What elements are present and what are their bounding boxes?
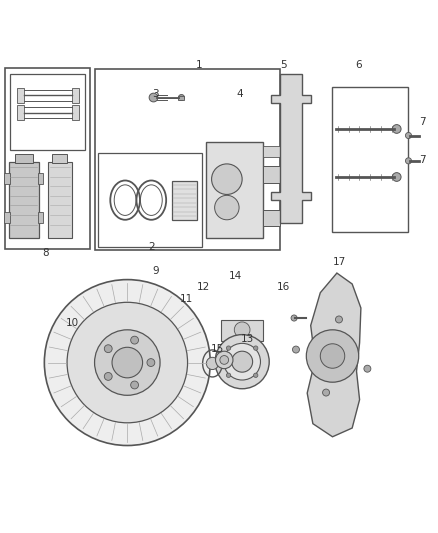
Text: 17: 17 xyxy=(332,257,346,267)
Circle shape xyxy=(215,351,233,369)
Bar xyxy=(52,154,67,163)
Text: 14: 14 xyxy=(229,271,242,281)
Circle shape xyxy=(67,302,187,423)
Circle shape xyxy=(306,330,359,382)
Bar xyxy=(206,142,263,238)
Circle shape xyxy=(364,365,371,372)
Circle shape xyxy=(392,125,401,133)
Circle shape xyxy=(44,280,210,446)
Circle shape xyxy=(232,351,253,372)
Bar xyxy=(71,105,78,120)
Text: 1: 1 xyxy=(196,60,203,70)
Bar xyxy=(48,161,72,238)
Circle shape xyxy=(215,335,269,389)
Circle shape xyxy=(320,344,345,368)
Circle shape xyxy=(220,356,229,364)
Bar xyxy=(38,212,43,223)
Text: 12: 12 xyxy=(197,282,210,293)
Polygon shape xyxy=(272,74,311,223)
Circle shape xyxy=(322,389,329,396)
Circle shape xyxy=(226,346,231,350)
Circle shape xyxy=(226,373,231,377)
Circle shape xyxy=(95,330,160,395)
Text: 5: 5 xyxy=(280,60,287,70)
Bar xyxy=(17,105,24,120)
Bar xyxy=(4,212,10,223)
Bar xyxy=(172,181,197,220)
Circle shape xyxy=(224,343,261,380)
Circle shape xyxy=(291,315,297,321)
Text: 7: 7 xyxy=(419,155,425,165)
Text: 10: 10 xyxy=(66,318,79,328)
Bar xyxy=(263,166,280,183)
Bar xyxy=(11,74,85,150)
Text: 16: 16 xyxy=(276,282,290,293)
Bar xyxy=(38,173,43,183)
Circle shape xyxy=(112,348,143,378)
Circle shape xyxy=(149,93,158,102)
Bar xyxy=(5,68,90,249)
Circle shape xyxy=(392,173,401,181)
Bar xyxy=(95,69,280,251)
Polygon shape xyxy=(307,273,361,437)
Text: 9: 9 xyxy=(152,266,159,276)
Bar xyxy=(4,173,10,183)
Text: 13: 13 xyxy=(241,334,254,344)
Bar xyxy=(221,320,263,341)
Text: 4: 4 xyxy=(237,89,243,99)
Text: 2: 2 xyxy=(148,242,155,252)
Circle shape xyxy=(131,381,138,389)
Text: 6: 6 xyxy=(355,60,362,70)
Bar xyxy=(15,154,32,163)
Circle shape xyxy=(406,158,412,164)
Circle shape xyxy=(147,359,155,367)
Circle shape xyxy=(254,373,258,377)
Circle shape xyxy=(131,336,138,344)
Circle shape xyxy=(178,94,184,101)
Circle shape xyxy=(215,195,239,220)
Bar xyxy=(17,87,24,103)
Text: 3: 3 xyxy=(152,89,159,99)
Bar xyxy=(263,147,280,157)
Circle shape xyxy=(254,346,258,350)
Text: 11: 11 xyxy=(180,294,193,304)
Circle shape xyxy=(234,322,250,338)
Circle shape xyxy=(104,373,112,381)
Bar xyxy=(98,153,202,247)
Circle shape xyxy=(336,316,343,323)
Text: 7: 7 xyxy=(419,117,425,127)
Circle shape xyxy=(293,346,300,353)
Text: 15: 15 xyxy=(211,344,224,354)
Bar xyxy=(178,96,184,100)
Bar xyxy=(71,87,78,103)
Circle shape xyxy=(206,357,219,369)
Bar xyxy=(9,161,39,238)
Circle shape xyxy=(406,133,412,139)
Circle shape xyxy=(212,164,242,195)
Bar xyxy=(263,210,280,227)
Circle shape xyxy=(104,345,112,353)
Bar xyxy=(332,87,408,231)
Text: 8: 8 xyxy=(42,247,49,257)
